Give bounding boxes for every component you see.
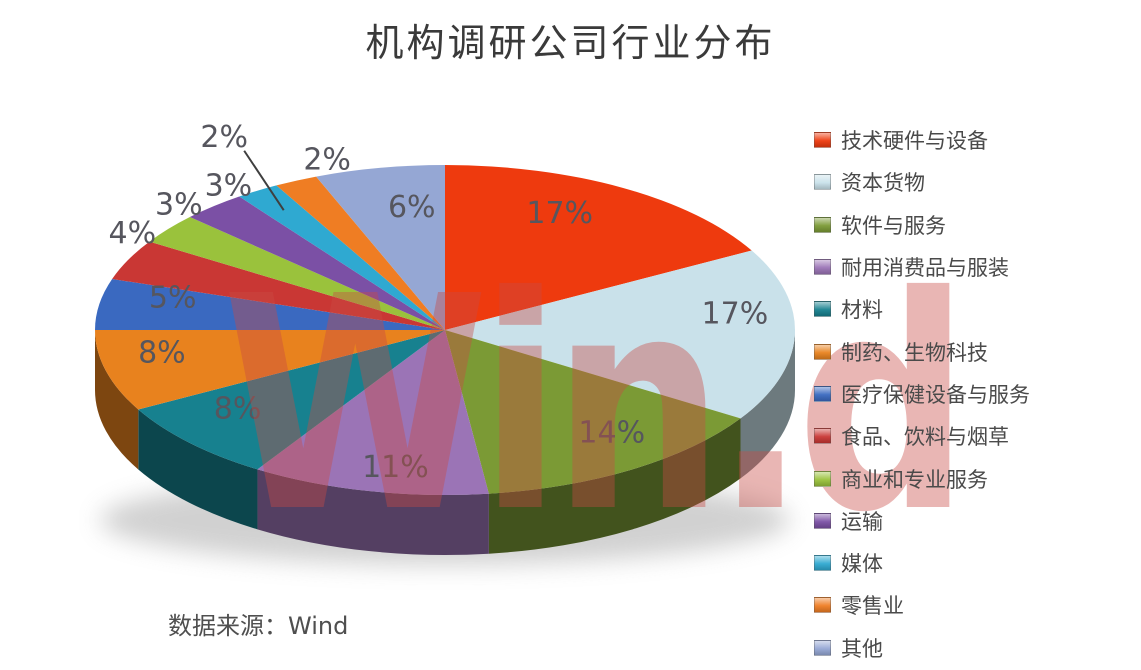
legend-swatch [814, 174, 831, 191]
legend-label: 其他 [841, 636, 883, 661]
pie-slice [276, 176, 445, 330]
legend-swatch [814, 597, 831, 614]
legend-item: 材料 [814, 288, 1030, 330]
legend-item: 技术硬件与设备 [814, 119, 1030, 161]
source-note: 数据来源：Wind [168, 612, 349, 640]
legend-item: 医疗保健设备与服务 [814, 373, 1030, 415]
slice-label: 14% [578, 416, 645, 451]
pie-slice-side [95, 330, 139, 470]
slice-label: 17% [526, 196, 593, 231]
legend-label: 零售业 [841, 594, 904, 619]
legend-label: 媒体 [841, 552, 883, 577]
legend-item: 零售业 [814, 584, 1030, 626]
pie-slice [149, 217, 445, 330]
slice-label: 3% [155, 187, 203, 222]
slice-label: 2% [303, 142, 351, 177]
legend-label: 耐用消费品与服装 [841, 256, 1009, 281]
legend-label: 医疗保健设备与服务 [841, 382, 1030, 407]
slice-label: 2% [200, 120, 248, 155]
pie-slice [257, 330, 489, 496]
pie-slice-side [257, 469, 489, 555]
legend-label: 技术硬件与设备 [841, 129, 988, 154]
slice-label: 17% [702, 297, 769, 332]
pie-slice [112, 241, 445, 330]
legend-item: 资本货物 [814, 161, 1030, 203]
legend-swatch [814, 343, 831, 360]
label-leader-line [243, 150, 285, 211]
slice-label: 4% [109, 216, 157, 251]
legend-item: 媒体 [814, 542, 1030, 584]
slice-label: 3% [205, 168, 253, 203]
legend-item: 耐用消费品与服装 [814, 246, 1030, 288]
legend-swatch [814, 555, 831, 572]
legend-label: 运输 [841, 509, 883, 534]
legend-swatch [814, 385, 831, 402]
slice-label: 11% [362, 450, 429, 485]
slice-label: 6% [388, 190, 436, 225]
legend-label: 材料 [841, 298, 883, 323]
legend-swatch [814, 470, 831, 487]
pie-slice [239, 185, 445, 330]
pie-slice [316, 165, 445, 330]
legend-swatch [814, 428, 831, 445]
legend-item: 制药、生物科技 [814, 330, 1030, 372]
legend-item: 食品、饮料与烟草 [814, 415, 1030, 457]
legend-label: 软件与服务 [841, 213, 946, 238]
legend-item: 软件与服务 [814, 204, 1030, 246]
pie-slice [445, 165, 752, 330]
legend-item: 其他 [814, 627, 1030, 669]
legend-swatch [814, 132, 831, 149]
slice-label: 8% [214, 392, 262, 427]
legend-item: 商业和专业服务 [814, 457, 1030, 499]
pie-slice [445, 330, 741, 494]
pie-slice-side [488, 418, 741, 554]
legend-label: 制药、生物科技 [841, 340, 988, 365]
legend-label: 食品、饮料与烟草 [841, 425, 1009, 450]
slice-label: 5% [149, 280, 197, 315]
pie-slice [95, 279, 445, 330]
pie-slice-side [740, 330, 795, 479]
pie-slice [95, 330, 445, 410]
legend: 技术硬件与设备 资本货物软件与服务耐用消费品与服装 材料制药、生物科技医疗保健设备与… [814, 119, 1030, 669]
pie-slice [138, 330, 445, 470]
pie-slice-side [138, 409, 258, 530]
slice-label: 8% [138, 335, 186, 370]
chart-title: 机构调研公司行业分布 [365, 21, 776, 65]
legend-swatch [814, 301, 831, 318]
legend-label: 资本货物 [841, 171, 925, 196]
legend-swatch [814, 512, 831, 529]
legend-label: 商业和专业服务 [841, 467, 988, 492]
pie-slice [189, 196, 445, 330]
legend-swatch [814, 259, 831, 276]
legend-swatch [814, 639, 831, 656]
legend-swatch [814, 216, 831, 233]
pie-slice [445, 250, 795, 419]
legend-item: 运输 [814, 500, 1030, 542]
